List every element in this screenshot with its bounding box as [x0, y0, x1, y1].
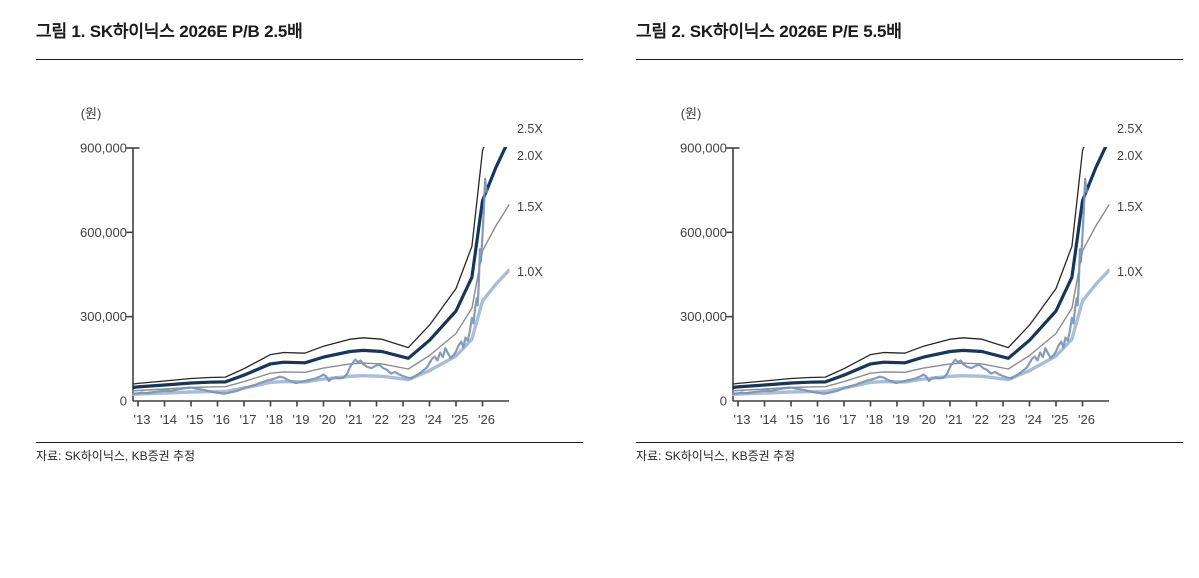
- y-tick-label: 300,000: [80, 309, 127, 324]
- figure-1-chart-canvas: 0 300,000 600,000 900,000 (원) '13 '14 '15 '16 '17…: [80, 106, 543, 427]
- price-line: [732, 177, 1088, 395]
- band-label-2.0x: 2.0X: [1117, 149, 1143, 163]
- x-tick-label: '23: [399, 412, 416, 427]
- x-tick-label: '25: [452, 412, 469, 427]
- y-tick-label: 300,000: [680, 309, 727, 324]
- figure-1-block: 그림 1. SK하이닉스 2026E P/B 2.5배 0 300,000 600,…: [36, 21, 583, 464]
- x-tick-label: '18: [866, 412, 883, 427]
- figure-2-bottom-divider: [636, 442, 1183, 443]
- figure-2-title: 그림 2. SK하이닉스 2026E P/E 5.5배: [636, 22, 902, 41]
- x-tick-label: '26: [1078, 412, 1095, 427]
- x-tick-label: '24: [1025, 412, 1042, 427]
- x-tick-label: '16: [213, 412, 230, 427]
- band-line-1.5x: [132, 204, 510, 392]
- band-line-2.0x: [732, 147, 1108, 390]
- x-tick-label: '14: [160, 412, 177, 427]
- band-label-2.0x: 2.0X: [517, 149, 543, 163]
- x-tick-label: '14: [760, 412, 777, 427]
- y-tick-label: 0: [120, 394, 127, 409]
- band-label-1.0x: 1.0X: [1117, 265, 1143, 279]
- x-tick-label: '25: [1052, 412, 1069, 427]
- figure-2-source-note: 자료: SK하이닉스, KB증권 추정: [636, 449, 796, 463]
- x-tick-label: '22: [972, 412, 989, 427]
- figure-1-source-note: 자료: SK하이닉스, KB증권 추정: [36, 449, 196, 463]
- band-label-1.5x: 1.5X: [517, 200, 543, 214]
- x-tick-label: '20: [919, 412, 936, 427]
- x-tick-label: '19: [893, 412, 910, 427]
- x-tick-label: '13: [734, 412, 751, 427]
- y-axis-unit-label: (원): [81, 106, 102, 121]
- band-line-1.0x: [132, 268, 510, 396]
- x-tick-label: '23: [999, 412, 1016, 427]
- x-tick-label: '21: [946, 412, 963, 427]
- x-tick-label: '15: [787, 412, 804, 427]
- x-tick-label: '20: [319, 412, 336, 427]
- figure-2-block: 그림 2. SK하이닉스 2026E P/E 5.5배 0 300,000 600,…: [636, 21, 1183, 464]
- y-axis-unit-label: (원): [681, 106, 702, 121]
- x-tick-label: '15: [187, 412, 204, 427]
- band-label-2.5x: 2.5X: [1117, 122, 1143, 136]
- band-line-2.5x: [132, 147, 485, 385]
- x-tick-label: '19: [293, 412, 310, 427]
- x-tick-label: '18: [266, 412, 283, 427]
- figure-2-title-divider: [636, 59, 1183, 60]
- y-tick-label: 600,000: [680, 225, 727, 240]
- y-tick-label: 900,000: [80, 141, 127, 156]
- band-line-2.0x: [132, 147, 508, 390]
- figure-1-bottom-divider: [36, 442, 583, 443]
- x-tick-label: '22: [372, 412, 389, 427]
- x-tick-label: '21: [346, 412, 363, 427]
- band-label-2.5x: 2.5X: [517, 122, 543, 136]
- x-tick-label: '13: [134, 412, 151, 427]
- price-line: [132, 177, 488, 395]
- band-label-1.0x: 1.0X: [517, 265, 543, 279]
- figure-2-chart-canvas: 0 300,000 600,000 900,000 (원) '13 '14 '15 '16 '17…: [680, 106, 1143, 427]
- band-line-2.5x: [732, 147, 1085, 385]
- x-tick-label: '26: [478, 412, 495, 427]
- figure-1-title: 그림 1. SK하이닉스 2026E P/B 2.5배: [36, 22, 303, 41]
- y-tick-label: 900,000: [680, 141, 727, 156]
- band-line-1.0x: [732, 268, 1110, 396]
- band-label-1.5x: 1.5X: [1117, 200, 1143, 214]
- x-tick-label: '24: [425, 412, 442, 427]
- figure-1-title-divider: [36, 59, 583, 60]
- y-tick-label: 600,000: [80, 225, 127, 240]
- y-tick-label: 0: [720, 394, 727, 409]
- x-tick-label: '17: [240, 412, 257, 427]
- x-tick-label: '16: [813, 412, 830, 427]
- x-tick-label: '17: [840, 412, 857, 427]
- band-line-1.5x: [732, 204, 1110, 392]
